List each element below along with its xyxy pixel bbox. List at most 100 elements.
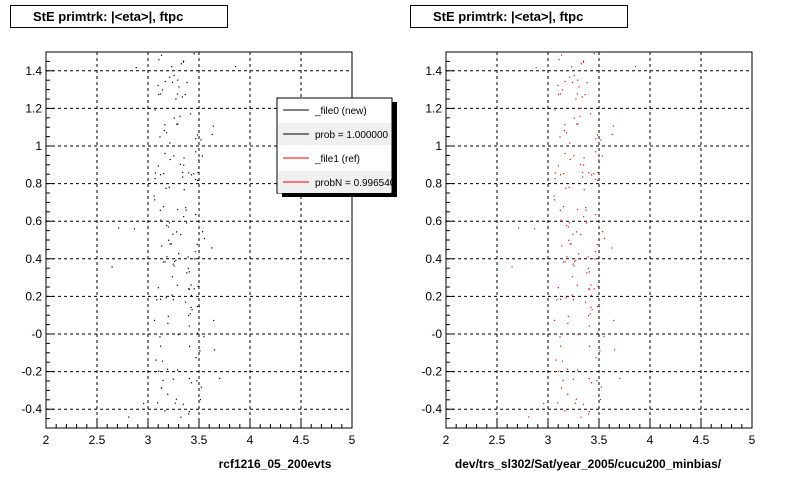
legend-entry: prob = 1.000000	[315, 130, 389, 141]
scatter-point	[135, 66, 137, 69]
scatter-point	[588, 345, 591, 347]
scatter-point	[199, 350, 201, 352]
scatter-point	[594, 251, 596, 253]
scatter-point	[588, 288, 591, 290]
scatter-point	[535, 66, 537, 69]
y-tick-label: -0.2	[421, 365, 442, 379]
x-tick-label: 5	[749, 433, 756, 447]
scatter-point	[176, 369, 179, 371]
x-tick-label: 3.5	[191, 433, 208, 447]
y-tick-label: 1.4	[425, 64, 442, 78]
scatter-point	[576, 369, 579, 371]
scatter-point	[154, 371, 156, 373]
scatter-point	[197, 179, 199, 181]
scatter-point	[143, 402, 145, 405]
scatter-point	[172, 299, 174, 301]
y-tick-label: -0.4	[421, 402, 442, 416]
scatter-point	[533, 228, 536, 230]
scatter-point	[177, 79, 179, 81]
scatter-point	[588, 172, 590, 174]
scatter-point	[175, 259, 177, 261]
scatter-point	[183, 157, 185, 159]
scatter-point	[180, 63, 183, 65]
scatter-point	[567, 322, 569, 325]
scatter-point	[613, 319, 615, 322]
scatter-point	[560, 298, 562, 300]
scatter-point	[582, 176, 584, 178]
scatter-point	[603, 237, 606, 240]
scatter-point	[190, 382, 193, 384]
scatter-point	[571, 66, 573, 68]
scatter-point	[543, 402, 545, 405]
scatter-point	[169, 76, 171, 78]
scatter-point	[578, 86, 580, 88]
x-tick-label: 3	[545, 433, 552, 447]
scatter-point	[157, 402, 159, 404]
scatter-point	[173, 155, 175, 157]
scatter-point	[193, 52, 195, 55]
scatter-point	[211, 133, 213, 136]
y-tick-label: 0.6	[425, 214, 442, 228]
scatter-point	[599, 350, 601, 352]
scatter-point	[588, 325, 590, 327]
scatter-point	[570, 243, 572, 245]
scatter-point	[518, 227, 520, 229]
scatter-point	[186, 272, 188, 274]
scatter-point	[571, 81, 574, 83]
scatter-point	[586, 222, 588, 224]
scatter-point	[576, 284, 578, 286]
scatter-point	[588, 271, 590, 273]
scatter-point	[171, 81, 174, 83]
scatter-point	[190, 174, 193, 176]
scatter-point	[161, 89, 164, 91]
scatter-point	[195, 138, 197, 140]
scatter-point	[588, 410, 590, 413]
scatter-point	[579, 163, 582, 165]
scatter-point	[599, 398, 602, 401]
scatter-point	[188, 377, 191, 380]
scatter-point	[158, 59, 160, 61]
scatter-point	[634, 65, 637, 68]
scatter-point	[188, 345, 191, 347]
scatter-point	[581, 96, 583, 98]
scatter-point	[162, 261, 164, 263]
scatter-point	[158, 370, 160, 372]
scatter-point	[561, 89, 564, 91]
scatter-point	[569, 243, 571, 245]
scatter-point	[165, 297, 167, 299]
scatter-point	[586, 272, 588, 274]
x-tick-label: 2.5	[489, 433, 506, 447]
scatter-point	[173, 265, 175, 267]
x-tick-label: 5	[349, 433, 356, 447]
scatter-point	[563, 172, 565, 175]
scatter-point	[203, 336, 205, 338]
scatter-point	[588, 288, 590, 290]
scatter-point	[582, 171, 584, 174]
scatter-point	[160, 219, 162, 221]
scatter-point	[583, 164, 585, 166]
scatter-point	[572, 263, 574, 265]
y-tick-label: -0	[31, 327, 42, 341]
scatter-point	[612, 125, 614, 127]
scatter-point	[595, 357, 597, 359]
scatter-point	[164, 261, 166, 263]
y-tick-label: 1.2	[425, 101, 442, 115]
scatter-point	[160, 93, 162, 95]
scatter-point	[575, 98, 577, 100]
scatter-point	[583, 216, 585, 218]
scatter-point	[189, 313, 191, 315]
scatter-point	[156, 299, 158, 301]
scatter-point	[177, 123, 179, 125]
scatter-point	[583, 157, 585, 159]
scatter-point	[167, 322, 169, 325]
scatter-point	[562, 206, 565, 208]
scatter-point	[175, 398, 177, 400]
scatter-point	[560, 387, 563, 389]
scatter-point	[562, 261, 564, 263]
scatter-point	[160, 345, 162, 347]
scatter-point	[173, 74, 175, 77]
scatter-point	[567, 393, 569, 395]
scatter-point	[564, 261, 566, 263]
scatter-point	[577, 334, 579, 336]
scatter-point	[171, 66, 173, 68]
